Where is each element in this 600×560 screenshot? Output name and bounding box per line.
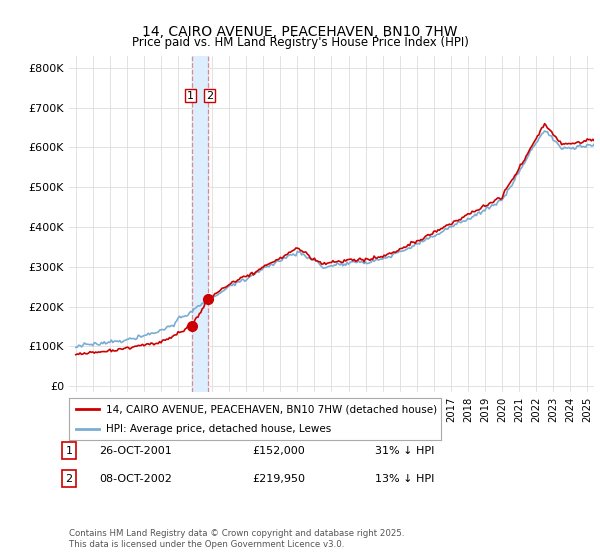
- Text: 1: 1: [65, 446, 73, 456]
- Text: Contains HM Land Registry data © Crown copyright and database right 2025.
This d: Contains HM Land Registry data © Crown c…: [69, 529, 404, 549]
- Text: 31% ↓ HPI: 31% ↓ HPI: [375, 446, 434, 456]
- Text: 2: 2: [65, 474, 73, 484]
- Text: 14, CAIRO AVENUE, PEACEHAVEN, BN10 7HW: 14, CAIRO AVENUE, PEACEHAVEN, BN10 7HW: [142, 25, 458, 39]
- Text: HPI: Average price, detached house, Lewes: HPI: Average price, detached house, Lewe…: [106, 424, 331, 434]
- Text: £152,000: £152,000: [252, 446, 305, 456]
- Text: 13% ↓ HPI: 13% ↓ HPI: [375, 474, 434, 484]
- Bar: [192, 56, 208, 392]
- Text: 2: 2: [206, 91, 213, 101]
- Text: 08-OCT-2002: 08-OCT-2002: [99, 474, 172, 484]
- Text: £219,950: £219,950: [252, 474, 305, 484]
- Text: Price paid vs. HM Land Registry's House Price Index (HPI): Price paid vs. HM Land Registry's House …: [131, 36, 469, 49]
- Text: 26-OCT-2001: 26-OCT-2001: [99, 446, 172, 456]
- Text: 1: 1: [187, 91, 194, 101]
- Text: 14, CAIRO AVENUE, PEACEHAVEN, BN10 7HW (detached house): 14, CAIRO AVENUE, PEACEHAVEN, BN10 7HW (…: [106, 404, 437, 414]
